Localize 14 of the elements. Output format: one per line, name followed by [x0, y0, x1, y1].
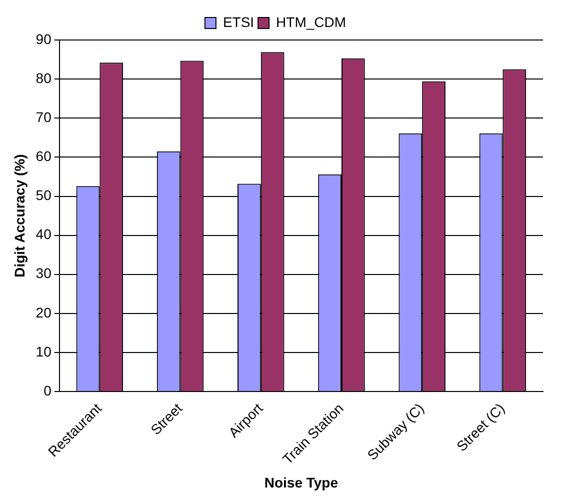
- y-tick-label: 30: [36, 265, 52, 282]
- y-tick-label: 20: [36, 304, 52, 320]
- legend-label: HTM_CDM: [276, 14, 346, 30]
- y-axis-title: Digit Accuracy (%): [11, 154, 28, 278]
- y-tick-label: 40: [36, 226, 52, 242]
- y-tick-label: 10: [36, 343, 52, 360]
- y-tick-label: 90: [36, 30, 52, 47]
- legend-label: ETSI: [222, 14, 254, 30]
- x-axis-title: Noise Type: [264, 474, 338, 490]
- y-tick-label: 80: [36, 70, 52, 86]
- y-tick-label: 0: [44, 382, 52, 398]
- y-tick-label: 60: [36, 148, 52, 164]
- y-tick-label: 70: [36, 108, 52, 125]
- y-tick-label: 50: [36, 187, 52, 204]
